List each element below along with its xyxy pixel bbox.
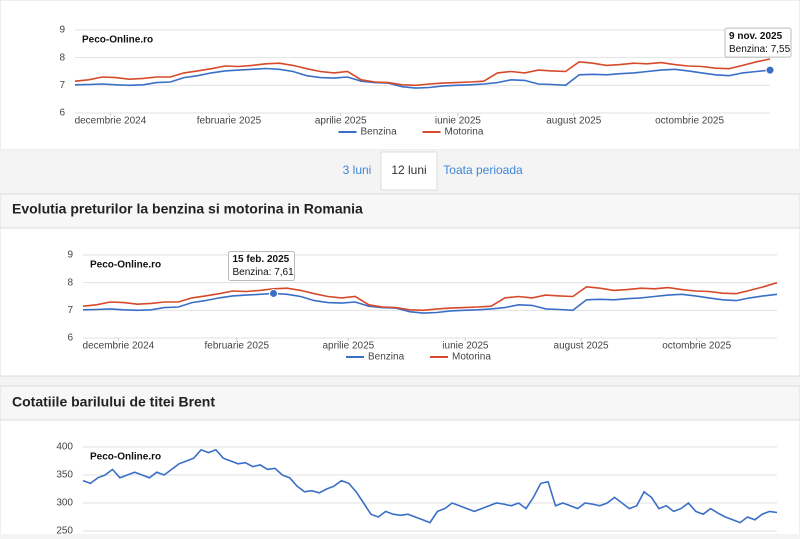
panel-header [0,193,800,229]
y-tick-label: 300 [56,498,73,509]
tooltip [724,27,792,58]
panel-header [0,385,800,421]
hover-point [765,65,775,75]
tooltip-value: Benzina: 7,61 [233,267,295,278]
x-tick-label: august 2025 [554,341,609,352]
x-tick-label: aprilie 2025 [322,341,374,352]
watermark: Peco-Online.ro [82,35,153,46]
y-tick-label: 8 [67,277,73,288]
legend-label: Motorina [445,127,484,138]
y-tick-label: 8 [59,52,65,63]
legend-label: Motorina [452,352,491,363]
tab[interactable]: 12 luni [391,163,426,177]
y-tick-label: 7 [67,305,73,316]
line [74,67,771,89]
line [82,292,778,314]
x-tick-label: aprilie 2025 [315,116,367,127]
x-tick-label: decembrie 2024 [83,341,155,352]
tooltip [228,250,296,281]
x-tick-label: octombrie 2025 [662,341,731,352]
tab-active [380,151,438,191]
tab[interactable]: 3 luni [343,163,372,177]
y-tick-label: 9 [67,250,73,261]
watermark: Peco-Online.ro [90,452,161,463]
x-tick-label: februarie 2025 [205,341,270,352]
y-tick-label: 350 [56,470,73,481]
watermark: Peco-Online.ro [90,260,161,271]
x-tick-label: iunie 2025 [435,116,482,127]
legend-label: Benzina [368,352,405,363]
line [82,281,778,312]
line [82,448,778,524]
y-tick-label: 400 [56,442,73,453]
y-tick-label: 6 [67,333,73,344]
legend-label: Benzina [361,127,398,138]
tab[interactable]: Toata perioada [443,163,523,177]
tooltip-title: 9 nov. 2025 [729,31,783,42]
top-panel [0,0,800,151]
x-tick-label: octombrie 2025 [655,116,724,127]
tooltip-title: 15 feb. 2025 [233,254,290,265]
x-tick-label: august 2025 [546,116,601,127]
hover-point [269,288,279,298]
panel-title: Cotatiile barilului de titei Brent [12,394,215,410]
panel-title: Evolutia preturilor la benzina si motori… [12,201,363,217]
y-tick-label: 9 [59,25,65,36]
y-tick-label: 6 [59,108,65,119]
tooltip-value: Benzina: 7,55 [729,44,791,55]
y-tick-label: 7 [59,80,65,91]
x-tick-label: decembrie 2024 [75,116,147,127]
line [74,58,771,87]
x-tick-label: februarie 2025 [197,116,262,127]
x-tick-label: iunie 2025 [442,341,489,352]
y-tick-label: 250 [56,526,73,534]
